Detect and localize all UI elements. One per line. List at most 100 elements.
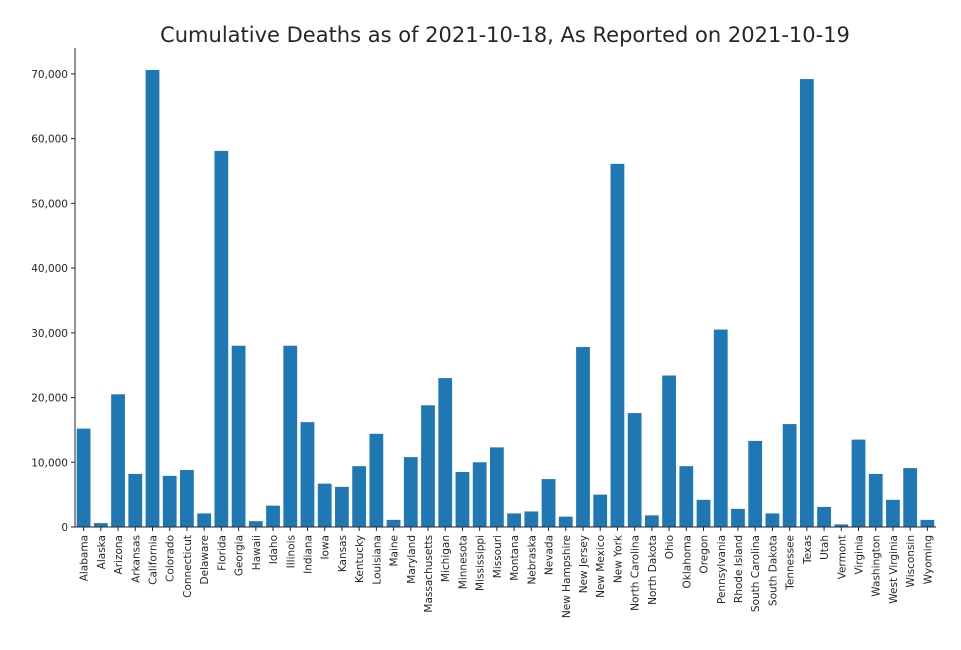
bar	[455, 471, 470, 527]
x-tick-label: Wisconsin	[905, 535, 917, 587]
bar	[541, 479, 556, 527]
x-tick-label: West Virginia	[888, 535, 900, 604]
x-tick-label: Rhode Island	[733, 535, 745, 603]
x-tick-label: Alabama	[79, 535, 91, 581]
x-tick-label: Georgia	[234, 535, 246, 576]
bar	[300, 422, 315, 527]
x-tick-label: Texas	[802, 535, 814, 565]
x-tick-label: Pennsylvania	[716, 535, 728, 604]
bar	[748, 440, 763, 527]
x-tick-label: Delaware	[199, 535, 211, 584]
x-tick-label: Kansas	[337, 535, 349, 572]
x-tick-label: Idaho	[268, 535, 280, 564]
bar	[662, 375, 676, 527]
bar	[438, 378, 453, 527]
x-tick-label: Mississippi	[475, 535, 487, 591]
bar	[490, 447, 504, 527]
bar	[524, 511, 539, 527]
bars-group	[76, 70, 935, 528]
bar	[576, 347, 590, 527]
x-tick-label: Nebraska	[526, 535, 538, 585]
x-tick-label: Kentucky	[354, 535, 366, 583]
bar	[197, 513, 212, 527]
bar	[782, 424, 797, 527]
x-tick-label: Florida	[216, 535, 228, 571]
y-tick-label: 0	[61, 522, 68, 534]
bar	[765, 513, 780, 527]
bar	[180, 470, 194, 527]
x-tick-label: Massachusetts	[423, 535, 435, 613]
bar	[317, 483, 332, 527]
y-tick-label: 50,000	[31, 198, 68, 210]
bar	[507, 513, 521, 527]
x-tick-label: South Dakota	[767, 535, 779, 606]
bar	[214, 150, 229, 527]
x-tick-label: California	[147, 535, 159, 585]
x-tick-label: Oklahoma	[681, 535, 693, 588]
bar	[266, 505, 280, 527]
x-tick-label: New Hampshire	[561, 535, 573, 618]
bar	[731, 508, 745, 527]
x-tick-label: Arizona	[113, 535, 125, 574]
x-tick-label: South Carolina	[750, 535, 762, 612]
bar	[920, 519, 935, 527]
x-tick-label: Louisiana	[371, 535, 383, 585]
bar	[352, 466, 367, 527]
chart-title: Cumulative Deaths as of 2021-10-18, As R…	[160, 23, 850, 47]
x-tick-label: Alaska	[96, 535, 108, 569]
bar	[799, 79, 814, 528]
x-tick-label: Indiana	[302, 535, 314, 574]
bar	[558, 516, 573, 527]
y-tick-label: 30,000	[31, 328, 68, 340]
x-tick-label: Montana	[509, 535, 521, 581]
bar	[421, 405, 435, 527]
x-tick-label: Oregon	[699, 535, 711, 574]
bar	[696, 499, 711, 527]
bar	[403, 457, 418, 527]
x-tick-label: Nevada	[544, 535, 556, 575]
bar	[679, 466, 694, 527]
x-tick-label: New York	[612, 534, 624, 583]
y-axis: 0 10,000 20,000 30,000 40,000 50,000 60,000 70,…	[31, 48, 76, 534]
x-axis: Alabama Alaska Arizona Arkansas California Co…	[75, 526, 936, 618]
bar	[627, 413, 642, 527]
x-tick-label: Michigan	[440, 535, 452, 582]
bar	[231, 345, 246, 527]
bar	[76, 428, 91, 527]
bar	[886, 499, 900, 527]
x-tick-label: Washington	[871, 535, 883, 597]
x-tick-label: Wyoming	[922, 535, 934, 584]
bar	[283, 345, 298, 527]
bar	[593, 494, 608, 527]
bar	[111, 394, 125, 527]
bar	[93, 523, 108, 527]
bar	[610, 163, 625, 527]
bar	[335, 486, 349, 527]
x-tick-label: Iowa	[320, 535, 332, 560]
bar	[868, 473, 883, 527]
bar	[903, 468, 918, 527]
x-tick-label: Vermont	[836, 535, 848, 579]
x-tick-label: Hawaii	[251, 535, 263, 570]
y-tick-label: 10,000	[31, 457, 68, 469]
x-tick-label: Maine	[389, 535, 401, 567]
bar	[472, 462, 487, 527]
bar	[713, 329, 728, 527]
x-tick-label: North Carolina	[630, 535, 642, 611]
x-tick-label: Minnesota	[457, 535, 469, 589]
bar	[248, 521, 263, 527]
x-tick-label: North Dakota	[647, 535, 659, 605]
bar	[128, 473, 143, 527]
x-tick-label: New Mexico	[595, 535, 607, 598]
bar	[369, 433, 384, 527]
bar	[644, 515, 659, 527]
bar	[851, 439, 866, 527]
bar	[817, 506, 831, 527]
bar	[145, 70, 160, 527]
bar	[386, 519, 401, 527]
x-tick-label: Virginia	[854, 535, 866, 575]
x-tick-label: Colorado	[165, 535, 177, 582]
x-tick-label: Connecticut	[182, 535, 194, 598]
